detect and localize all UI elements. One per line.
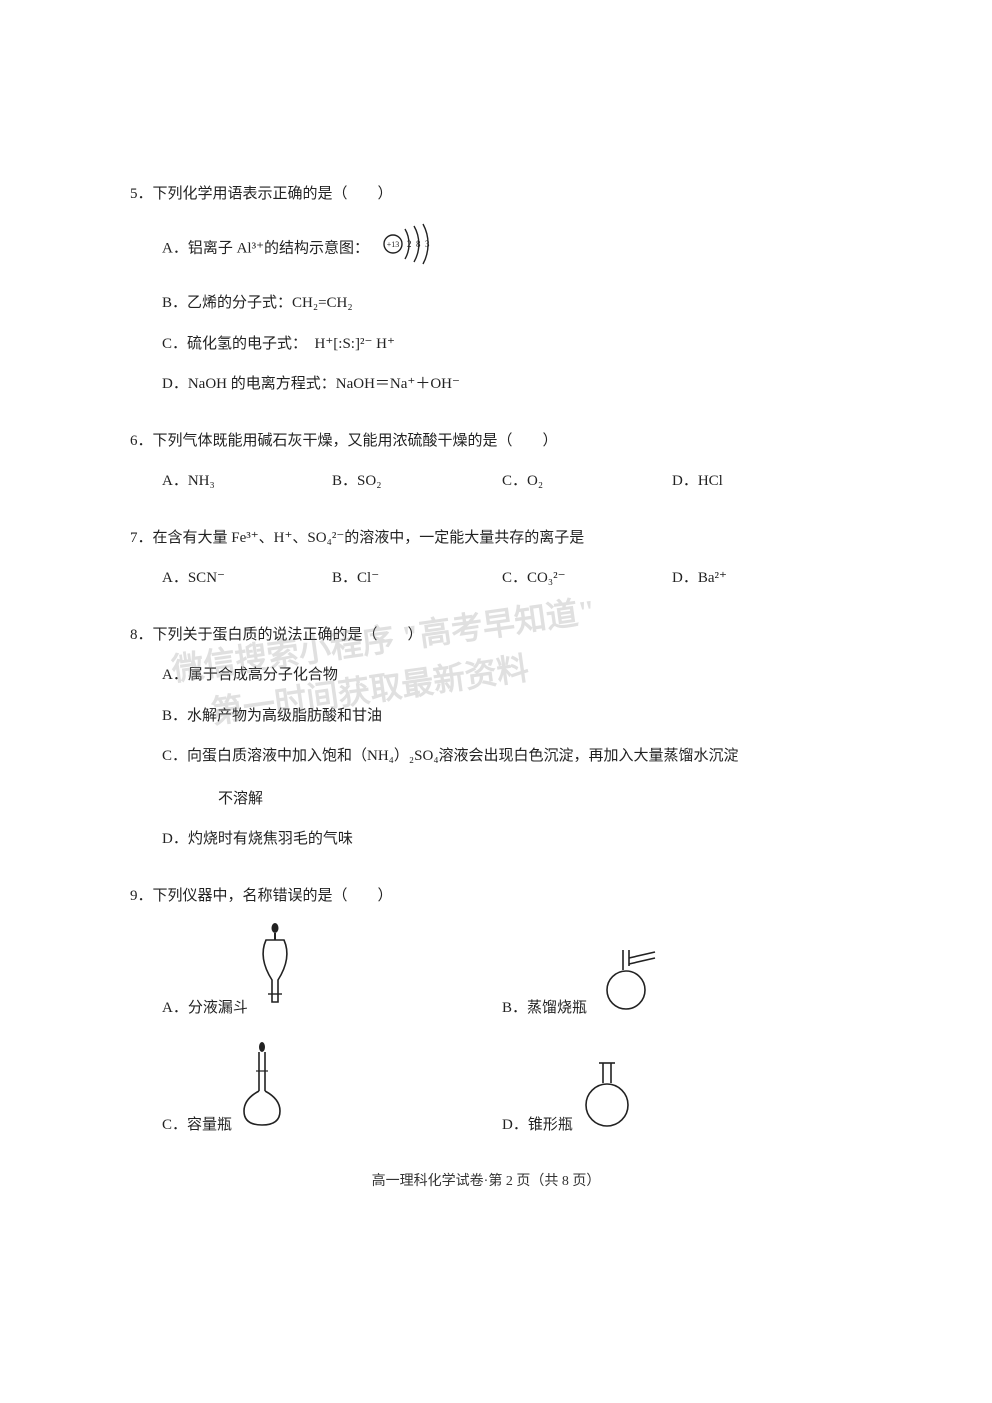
round-flask-icon <box>579 1059 635 1140</box>
q9-opt-c: C．容量瓶 <box>162 1041 502 1140</box>
question-7: 7．在含有大量 Fe³⁺、H⁺、SO₄²⁻的溶液中，一定能大量共存的离子是 A．… <box>130 524 842 593</box>
q7-b-text: ．Cl⁻ <box>342 570 379 586</box>
q6-options: A．NH₃ B．SO₂ C．O₂ D．HCl <box>130 467 842 496</box>
q6-stem: 6．下列气体既能用碱石灰干燥，又能用浓硫酸干燥的是（ ） <box>130 427 842 456</box>
q9-row-1: A．分液漏斗 B．蒸馏烧瓶 <box>130 922 842 1023</box>
q7-opt-b: B．Cl⁻ <box>332 564 502 593</box>
q8-stem-text: ．下列关于蛋白质的说法正确的是（ ） <box>138 627 423 643</box>
q6-c-label: C <box>502 473 512 489</box>
q5-b-label: B <box>162 295 172 311</box>
q9-a-text: ．分液漏斗 <box>173 1000 248 1016</box>
nucleus-text: +13 <box>387 240 400 249</box>
q7-options: A．SCN⁻ B．Cl⁻ C．CO₃²⁻ D．Ba²⁺ <box>130 564 842 593</box>
q5-options: A．铝离子 Al³⁺的结构示意图： +13 2 8 3 B．乙烯的分子式：CH₂… <box>130 221 842 399</box>
distill-flask-icon <box>593 946 663 1023</box>
q9-row-2: C．容量瓶 D．锥形瓶 <box>130 1041 842 1140</box>
q9-opt-d: D．锥形瓶 <box>502 1041 842 1140</box>
q6-stem-text: ．下列气体既能用碱石灰干燥，又能用浓硫酸干燥的是（ ） <box>138 433 558 449</box>
q9-c-text: ．容量瓶 <box>172 1117 232 1133</box>
q5-a-text: ．铝离子 Al³⁺的结构示意图： <box>173 240 369 256</box>
q6-a-label: A <box>162 473 173 489</box>
q5-c-formula: H⁺[:S:]²⁻ H⁺ <box>315 336 395 352</box>
q7-a-label: A <box>162 570 173 586</box>
q6-d-text: ．HCl <box>683 473 723 489</box>
q8-opt-a: A．属于合成高分子化合物 <box>162 661 842 690</box>
q9-opt-b: B．蒸馏烧瓶 <box>502 922 842 1023</box>
q5-c-text: ．硫化氢的电子式： <box>172 336 300 352</box>
q5-opt-c: C．硫化氢的电子式： H⁺[:S:]²⁻ H⁺ <box>162 330 842 359</box>
q9-b-label: B <box>502 1000 512 1016</box>
q9-b-text: ．蒸馏烧瓶 <box>512 1000 587 1016</box>
q5-d-text: ．NaOH 的电离方程式：NaOH＝Na⁺＋OH⁻ <box>173 376 460 392</box>
q8-b-label: B <box>162 708 172 724</box>
q7-num: 7 <box>130 530 138 546</box>
q6-opt-a: A．NH₃ <box>162 467 332 496</box>
q7-a-text: ．SCN⁻ <box>173 570 225 586</box>
svg-text:2: 2 <box>407 239 412 249</box>
q9-d-label: D <box>502 1117 513 1133</box>
page-body: 微信搜索小程序 "高考早知道" 第一时间获取最新资料 5．下列化学用语表示正确的… <box>130 180 842 1196</box>
q8-d-text: ．灼烧时有烧焦羽毛的气味 <box>173 831 353 847</box>
svg-text:8: 8 <box>416 239 421 249</box>
q8-stem: 8．下列关于蛋白质的说法正确的是（ ） <box>130 621 842 650</box>
q8-opt-c: C．向蛋白质溶液中加入饱和（NH₄）₂SO₄溶液会出现白色沉淀，再加入大量蒸馏水… <box>162 742 842 771</box>
q5-opt-b: B．乙烯的分子式：CH₂=CH₂ <box>162 289 842 318</box>
q5-b-text: ．乙烯的分子式：CH₂=CH₂ <box>172 295 353 311</box>
q9-d-text: ．锥形瓶 <box>513 1117 573 1133</box>
q8-b-text: ．水解产物为高级脂肪酸和甘油 <box>172 708 382 724</box>
q6-num: 6 <box>130 433 138 449</box>
q7-d-text: ．Ba²⁺ <box>683 570 727 586</box>
q9-c-label: C <box>162 1117 172 1133</box>
q7-stem-text: ．在含有大量 Fe³⁺、H⁺、SO₄²⁻的溶液中，一定能大量共存的离子是 <box>138 530 585 546</box>
q7-stem: 7．在含有大量 Fe³⁺、H⁺、SO₄²⁻的溶液中，一定能大量共存的离子是 <box>130 524 842 553</box>
svg-text:3: 3 <box>425 239 430 249</box>
q5-c-label: C <box>162 336 172 352</box>
question-9: 9．下列仪器中，名称错误的是（ ） A．分液漏斗 B．蒸馏烧瓶 <box>130 882 842 1140</box>
volumetric-flask-icon <box>238 1041 286 1140</box>
q9-stem-text: ．下列仪器中，名称错误的是（ ） <box>138 888 393 904</box>
q5-stem: 5．下列化学用语表示正确的是（ ） <box>130 180 842 209</box>
q6-opt-c: C．O₂ <box>502 467 672 496</box>
q8-d-label: D <box>162 831 173 847</box>
q8-options: A．属于合成高分子化合物 B．水解产物为高级脂肪酸和甘油 C．向蛋白质溶液中加入… <box>130 661 842 854</box>
q8-c-label: C <box>162 748 172 764</box>
q6-a-text: ．NH₃ <box>173 473 215 489</box>
q8-num: 8 <box>130 627 138 643</box>
q5-num: 5 <box>130 186 138 202</box>
q8-opt-b: B．水解产物为高级脂肪酸和甘油 <box>162 702 842 731</box>
q5-a-label: A <box>162 240 173 256</box>
q5-opt-d: D．NaOH 的电离方程式：NaOH＝Na⁺＋OH⁻ <box>162 370 842 399</box>
question-8: 8．下列关于蛋白质的说法正确的是（ ） A．属于合成高分子化合物 B．水解产物为… <box>130 621 842 854</box>
q6-opt-b: B．SO₂ <box>332 467 502 496</box>
q6-b-label: B <box>332 473 342 489</box>
q8-c-cont: 不溶解 <box>162 785 842 814</box>
q8-a-label: A <box>162 667 173 683</box>
q7-d-label: D <box>672 570 683 586</box>
q5-opt-a: A．铝离子 Al³⁺的结构示意图： +13 2 8 3 <box>162 221 842 278</box>
question-6: 6．下列气体既能用碱石灰干燥，又能用浓硫酸干燥的是（ ） A．NH₃ B．SO₂… <box>130 427 842 496</box>
q5-stem-text: ．下列化学用语表示正确的是（ ） <box>138 186 393 202</box>
q6-c-text: ．O₂ <box>512 473 543 489</box>
q7-opt-a: A．SCN⁻ <box>162 564 332 593</box>
q9-a-label: A <box>162 1000 173 1016</box>
q7-opt-c: C．CO₃²⁻ <box>502 564 672 593</box>
q7-opt-d: D．Ba²⁺ <box>672 564 842 593</box>
atom-diagram-icon: +13 2 8 3 <box>381 221 441 278</box>
q7-c-text: ．CO₃²⁻ <box>512 570 565 586</box>
question-5: 5．下列化学用语表示正确的是（ ） A．铝离子 Al³⁺的结构示意图： +13 … <box>130 180 842 399</box>
sep-funnel-icon <box>254 922 296 1023</box>
q6-b-text: ．SO₂ <box>342 473 381 489</box>
q6-opt-d: D．HCl <box>672 467 842 496</box>
q9-opt-a: A．分液漏斗 <box>162 922 502 1023</box>
q9-stem: 9．下列仪器中，名称错误的是（ ） <box>130 882 842 911</box>
q8-opt-d: D．灼烧时有烧焦羽毛的气味 <box>162 825 842 854</box>
q7-c-label: C <box>502 570 512 586</box>
q9-num: 9 <box>130 888 138 904</box>
q8-a-text: ．属于合成高分子化合物 <box>173 667 338 683</box>
page-footer: 高一理科化学试卷·第 2 页（共 8 页） <box>130 1169 842 1196</box>
q6-d-label: D <box>672 473 683 489</box>
q5-d-label: D <box>162 376 173 392</box>
q8-c-text: ．向蛋白质溶液中加入饱和（NH₄）₂SO₄溶液会出现白色沉淀，再加入大量蒸馏水沉… <box>172 748 739 764</box>
q7-b-label: B <box>332 570 342 586</box>
